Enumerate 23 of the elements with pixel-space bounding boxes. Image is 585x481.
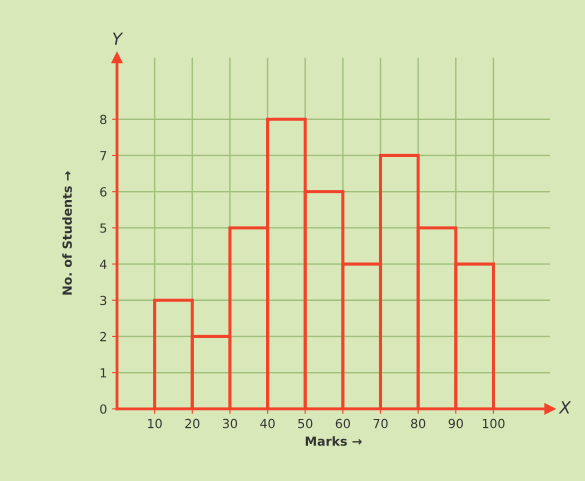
x-tick-label: 80 (411, 418, 426, 428)
y-tick-label: 4 (100, 260, 107, 269)
x-tick-label: 50 (298, 418, 312, 428)
y-tick-label: 8 (100, 114, 106, 124)
x-tick-label: 60 (336, 418, 350, 428)
y-tick-label: 1 (100, 368, 106, 378)
y-tick-label: 7 (100, 151, 106, 160)
x-tick-label: 30 (222, 418, 238, 428)
text: Y (112, 32, 124, 45)
x-tick-label: 20 (185, 418, 200, 428)
x-tick-label: 10 (148, 418, 162, 428)
x-tick-label: 70 (374, 418, 388, 428)
y-tick-label: 0 (100, 404, 106, 414)
y-tick-label: 6 (100, 187, 106, 197)
y-tick-label: 3 (100, 296, 106, 306)
y-tick-label: 2 (100, 332, 106, 342)
x-tick-label: 100 (482, 418, 505, 428)
x-axis-title: Marks → (306, 436, 362, 446)
text: X (558, 401, 572, 414)
x-tick-label: 40 (260, 418, 275, 428)
x-tick-label: 90 (448, 418, 463, 428)
y-tick-label: 5 (100, 223, 106, 233)
y-axis-title: No. of Students → (62, 171, 72, 295)
